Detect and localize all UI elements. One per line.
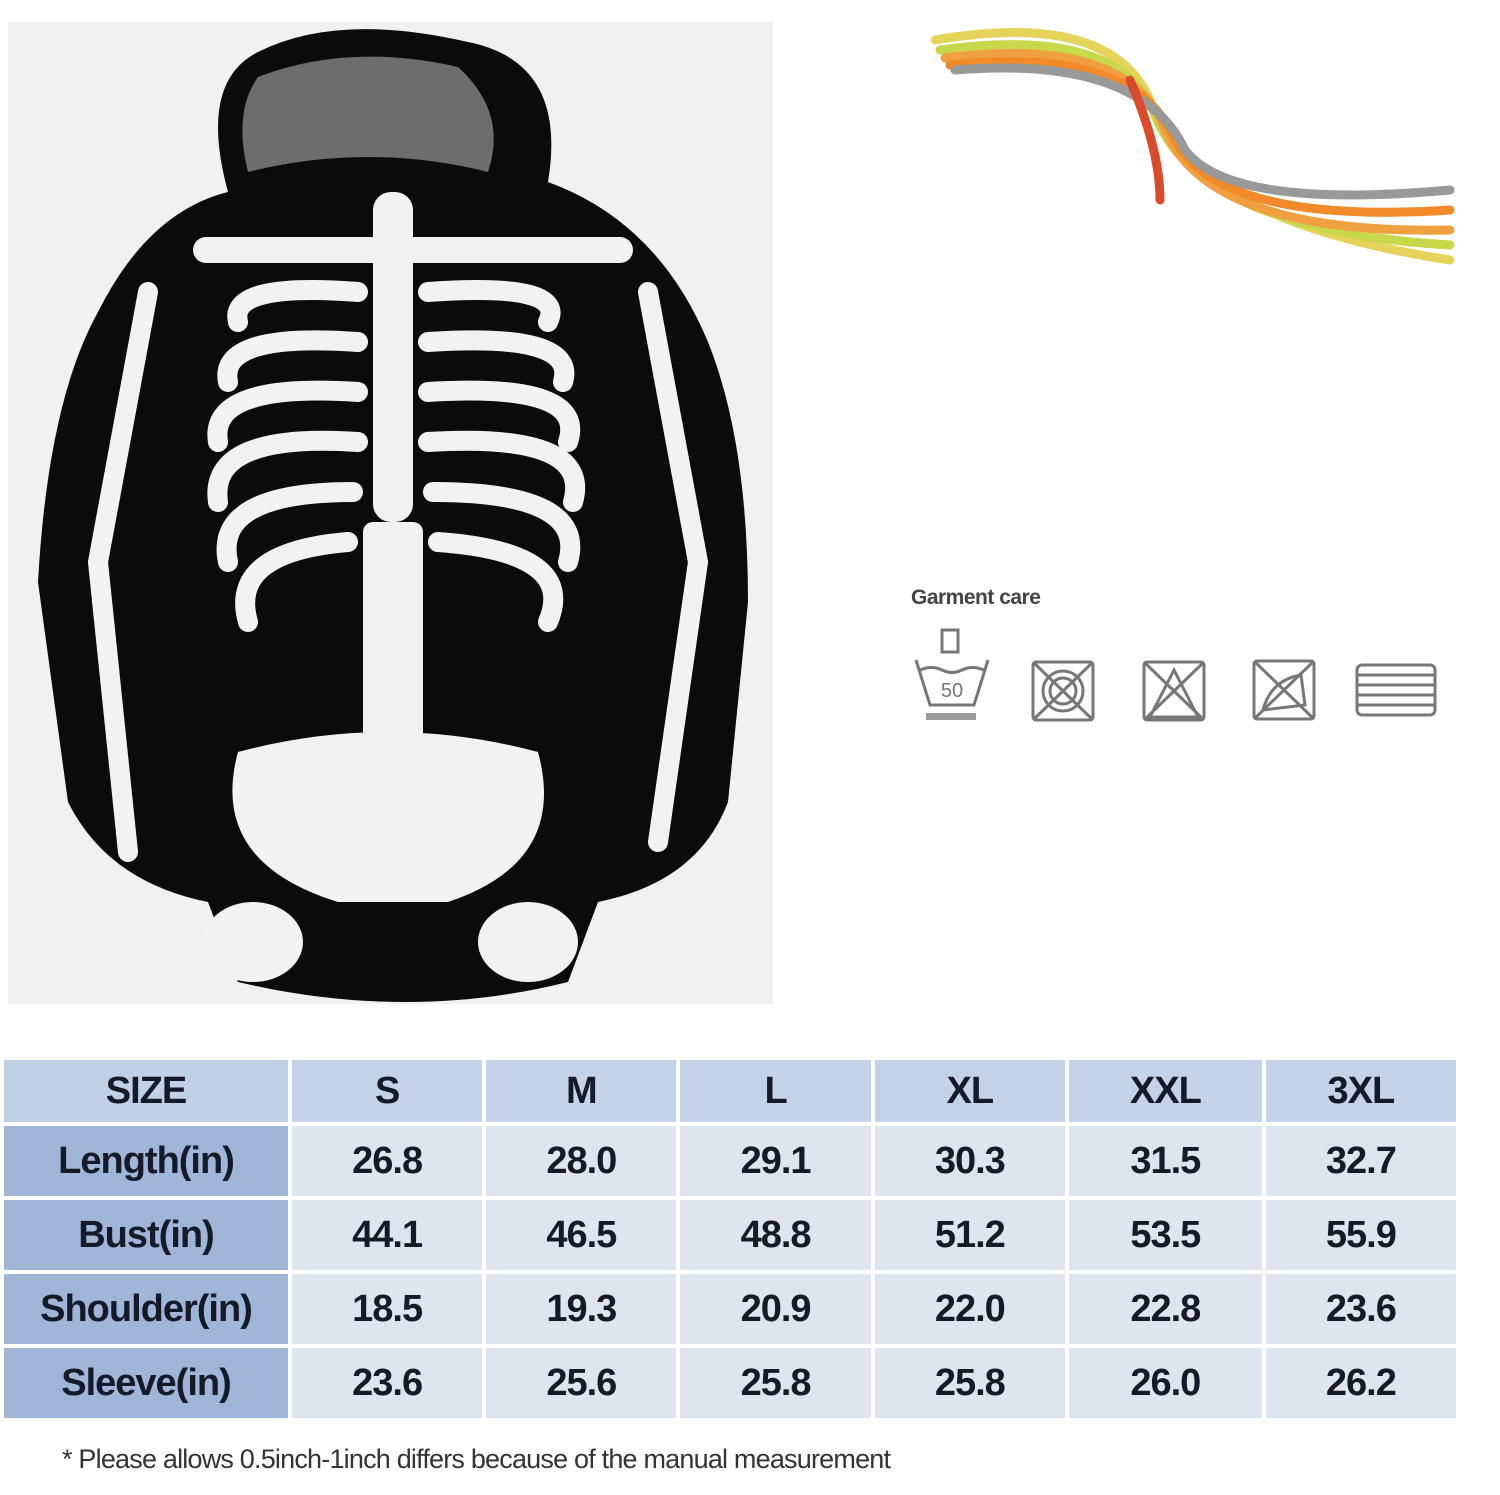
hand-wash-50-icon: 50: [914, 628, 990, 720]
table-cell: 25.8: [874, 1348, 1065, 1418]
table-cell: 22.0: [874, 1274, 1065, 1344]
row-label: Bust(in): [4, 1200, 288, 1270]
row-label: Sleeve(in): [4, 1348, 288, 1418]
size-chart-table: SIZE S M L XL XXL 3XL Length(in) 26.8 28…: [0, 1056, 1460, 1422]
table-cell: 23.6: [1265, 1274, 1456, 1344]
row-label: Shoulder(in): [4, 1274, 288, 1344]
table-cell: 55.9: [1265, 1200, 1456, 1270]
table-cell: 26.0: [1068, 1348, 1262, 1418]
table-cell: 53.5: [1068, 1200, 1262, 1270]
no-bleach-icon: [1142, 660, 1206, 722]
measurement-note: * Please allows 0.5inch-1inch differs be…: [62, 1444, 891, 1474]
color-swoosh-decoration: [930, 28, 1455, 265]
size-header-xxl: XXL: [1068, 1060, 1262, 1122]
table-cell: 48.8: [680, 1200, 871, 1270]
table-row-length: Length(in) 26.8 28.0 29.1 30.3 31.5 32.7: [4, 1126, 1456, 1196]
table-cell: 46.5: [486, 1200, 677, 1270]
row-label: Length(in): [4, 1126, 288, 1196]
table-cell: 18.5: [292, 1274, 483, 1344]
table-cell: 32.7: [1265, 1126, 1456, 1196]
no-iron-icon: [1252, 659, 1316, 721]
table-cell: 31.5: [1068, 1126, 1262, 1196]
size-header-s: S: [292, 1060, 483, 1122]
table-cell: 25.6: [486, 1348, 677, 1418]
table-row-bust: Bust(in) 44.1 46.5 48.8 51.2 53.5 55.9: [4, 1200, 1456, 1270]
table-row-shoulder: Shoulder(in) 18.5 19.3 20.9 22.0 22.8 23…: [4, 1274, 1456, 1344]
size-header-row: SIZE S M L XL XXL 3XL: [4, 1060, 1456, 1122]
size-header-xl: XL: [874, 1060, 1065, 1122]
size-header-3xl: 3XL: [1265, 1060, 1456, 1122]
dry-flat-icon: [1355, 663, 1437, 717]
size-header-m: M: [486, 1060, 677, 1122]
table-cell: 25.8: [680, 1348, 871, 1418]
table-cell: 23.6: [292, 1348, 483, 1418]
table-cell: 26.8: [292, 1126, 483, 1196]
table-cell: 51.2: [874, 1200, 1065, 1270]
no-tumble-dry-icon: [1031, 660, 1095, 722]
wash-temperature: 50: [941, 680, 963, 702]
table-cell: 26.2: [1265, 1348, 1456, 1418]
table-cell: 29.1: [680, 1126, 871, 1196]
table-cell: 20.9: [680, 1274, 871, 1344]
garment-care-title: Garment care: [911, 586, 1041, 609]
table-cell: 19.3: [486, 1274, 677, 1344]
table-cell: 44.1: [292, 1200, 483, 1270]
size-header-label: SIZE: [4, 1060, 288, 1122]
skeleton-hoodie-image: [8, 22, 773, 1004]
table-cell: 28.0: [486, 1126, 677, 1196]
size-header-l: L: [680, 1060, 871, 1122]
table-row-sleeve: Sleeve(in) 23.6 25.6 25.8 25.8 26.0 26.2: [4, 1348, 1456, 1418]
table-cell: 22.8: [1068, 1274, 1262, 1344]
table-cell: 30.3: [874, 1126, 1065, 1196]
